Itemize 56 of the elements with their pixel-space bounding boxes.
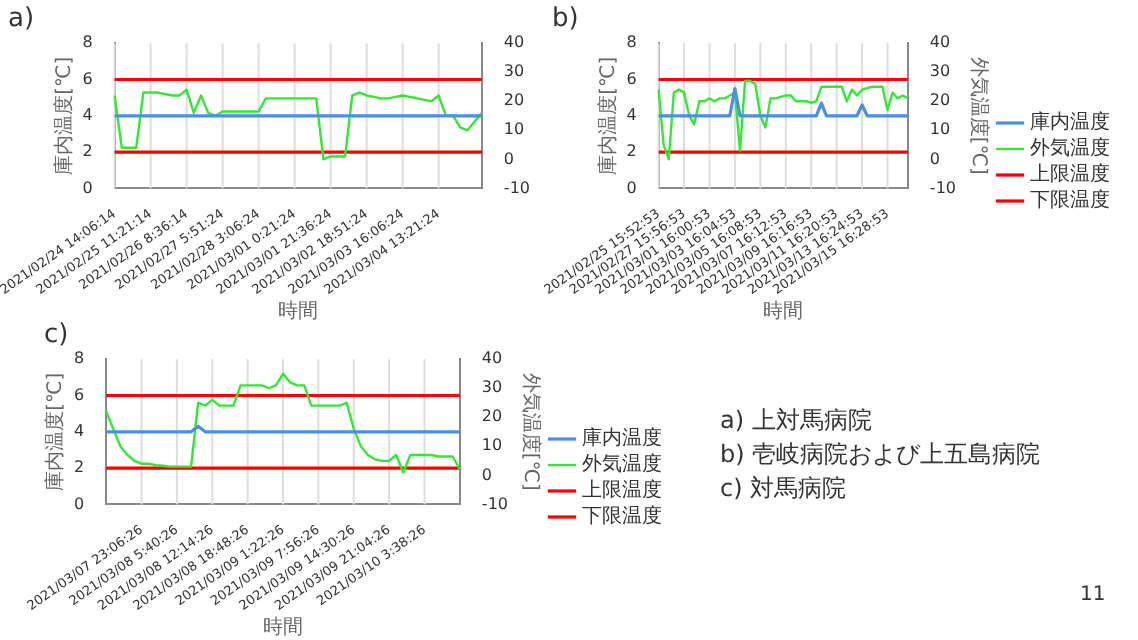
x-axis-title: 時間 xyxy=(278,299,319,324)
legend-label: 庫内温度 xyxy=(1030,110,1110,135)
text: b) 壱岐病院および上五島病院 xyxy=(720,438,1041,472)
y2-tick-label: 10 xyxy=(929,120,951,139)
y2-tick-label: 40 xyxy=(929,33,951,52)
y2-tick-label: 20 xyxy=(481,407,503,426)
y2-tick-label: -10 xyxy=(481,494,509,513)
y-tick-label: 0 xyxy=(73,494,85,513)
y-tick-label: 8 xyxy=(626,33,637,52)
y-axis-title: 庫内温度[℃] xyxy=(595,56,620,175)
y2-tick-label: -10 xyxy=(503,178,531,197)
y2-tick-label: 30 xyxy=(481,378,503,397)
legend-label: 下限温度 xyxy=(1030,188,1110,213)
legend-label: 上限温度 xyxy=(582,478,662,503)
y-tick-label: 6 xyxy=(82,69,93,88)
y-axis-title: 庫内温度[℃] xyxy=(43,372,68,491)
x-axis-title: 時間 xyxy=(263,615,304,640)
y-tick-label: 8 xyxy=(73,349,85,368)
chart-title: a) xyxy=(8,4,35,35)
y2-tick-label: -10 xyxy=(929,178,957,197)
y-axis-title: 庫内温度[℃] xyxy=(51,56,76,175)
chart-title: c) xyxy=(44,320,69,351)
y-tick-label: 4 xyxy=(626,105,637,124)
y2-tick-label: 0 xyxy=(929,149,941,168)
y2-tick-label: 40 xyxy=(481,349,503,368)
y2-tick-label: 10 xyxy=(503,120,525,139)
y-tick-label: 8 xyxy=(82,33,93,52)
legend-label: 下限温度 xyxy=(582,504,662,529)
text: c) 対馬病院 xyxy=(720,472,849,506)
x-axis-title: 時間 xyxy=(763,299,804,324)
y-tick-label: 4 xyxy=(73,421,85,440)
y-tick-label: 6 xyxy=(626,69,637,88)
legend-label: 上限温度 xyxy=(1030,162,1110,187)
y2-tick-label: 10 xyxy=(481,436,503,455)
text: 11 xyxy=(1080,584,1106,606)
text: a) 上対馬病院 xyxy=(720,404,874,438)
y-tick-label: 2 xyxy=(626,142,637,161)
y-tick-label: 0 xyxy=(626,178,637,197)
y2-tick-label: 30 xyxy=(503,62,525,81)
y2-axis-title: 外気温度[℃] xyxy=(966,56,991,176)
y2-axis-title: 外気温度[℃] xyxy=(518,372,543,492)
y-tick-label: 4 xyxy=(82,105,93,124)
chart-title: b) xyxy=(552,4,579,35)
y-tick-label: 6 xyxy=(73,385,85,404)
legend-label: 外気温度 xyxy=(582,452,662,477)
y2-tick-label: 0 xyxy=(481,465,493,484)
legend-label: 外気温度 xyxy=(1030,136,1110,161)
y-tick-label: 0 xyxy=(82,178,93,197)
y2-tick-label: 20 xyxy=(503,91,525,110)
y2-tick-label: 0 xyxy=(503,149,515,168)
y2-tick-label: 20 xyxy=(929,91,951,110)
y-tick-label: 2 xyxy=(82,142,93,161)
legend-label: 庫内温度 xyxy=(582,426,662,451)
y2-tick-label: 40 xyxy=(503,33,525,52)
y-tick-label: 2 xyxy=(73,458,85,477)
y2-tick-label: 30 xyxy=(929,62,951,81)
